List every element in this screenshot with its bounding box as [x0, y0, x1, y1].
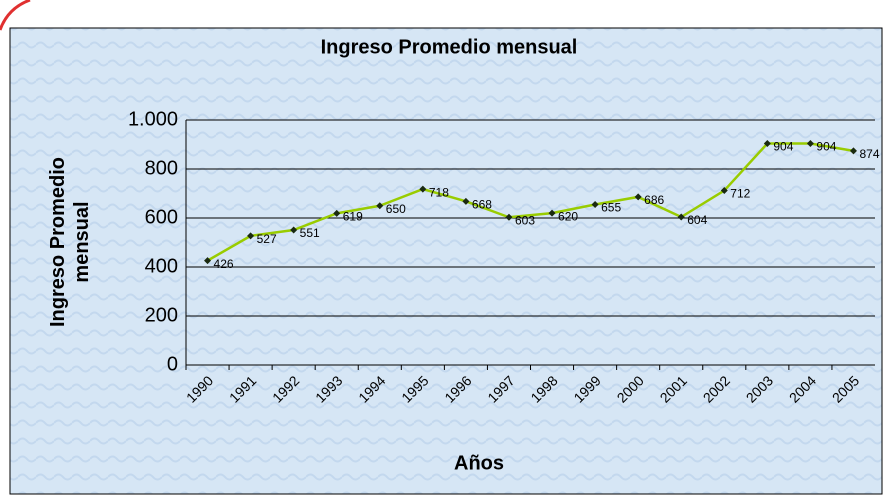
marker [720, 187, 728, 195]
marker [419, 185, 427, 193]
data-label: 874 [859, 147, 879, 161]
marker [849, 147, 857, 155]
data-label: 686 [644, 193, 664, 207]
marker [763, 140, 771, 148]
marker [591, 201, 599, 209]
data-label: 904 [816, 140, 836, 154]
marker [333, 209, 341, 217]
marker [290, 226, 298, 234]
chart-area [9, 27, 883, 495]
y-tick-label: 400 [145, 255, 178, 277]
data-label: 655 [601, 201, 621, 215]
y-tick-label: 1.000 [128, 108, 178, 130]
y-tick-label: 600 [145, 206, 178, 228]
data-label: 604 [687, 213, 707, 227]
data-label: 527 [257, 232, 277, 246]
line [206, 142, 854, 262]
marker [634, 193, 642, 201]
chart-title: Ingreso Promedio mensual [321, 36, 578, 58]
y-tick-label: 200 [145, 304, 178, 326]
data-label: 603 [515, 213, 535, 227]
marker [677, 213, 685, 221]
data-label: 551 [300, 226, 320, 240]
decoration [0, 0, 31, 31]
data-label: 718 [429, 185, 449, 199]
marker [204, 257, 212, 265]
data-label: 668 [472, 198, 492, 212]
data-label: 426 [214, 257, 234, 271]
marker [462, 197, 470, 205]
y-axis-label: Ingreso Promedio mensual [47, 156, 93, 328]
data-label: 712 [730, 187, 750, 201]
marker [806, 140, 814, 148]
x-axis-label: Años [454, 452, 504, 474]
marker [376, 202, 384, 210]
data-label: 650 [386, 202, 406, 216]
y-tick-label: 800 [145, 157, 178, 179]
data-label: 904 [773, 140, 793, 154]
data-label: 619 [343, 210, 363, 224]
y-tick-label: 0 [167, 353, 178, 375]
data-label: 620 [558, 209, 578, 223]
marker [505, 213, 513, 221]
marker [247, 232, 255, 240]
marker [548, 209, 556, 217]
